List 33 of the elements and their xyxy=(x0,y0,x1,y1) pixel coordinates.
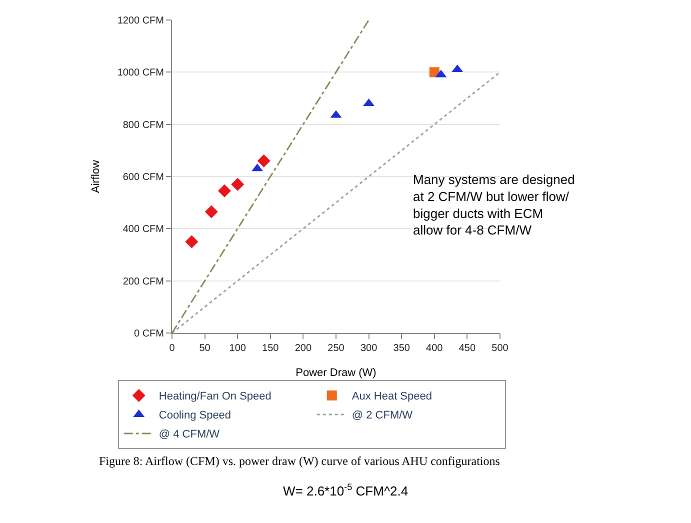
legend-label: Heating/Fan On Speed xyxy=(158,390,272,403)
x-tick-label: 500 xyxy=(492,343,509,354)
annotation: Many systems are designed at 2 CFM/W but lower flow/ bigger ducts with ECM allow for 4-8 CFM/W xyxy=(413,172,575,238)
point xyxy=(231,178,244,191)
point xyxy=(185,235,198,248)
y-tick-label: 800 CFM xyxy=(122,120,164,131)
y-tick-label: 200 CFM xyxy=(122,276,164,288)
x-tick-label: 0 xyxy=(169,343,176,354)
legend-label: @ 4 CFM/W xyxy=(158,428,220,441)
point xyxy=(257,154,270,168)
y-tick-label: 1000 CFM xyxy=(117,68,164,79)
y-axis-title: Airflow xyxy=(90,160,102,194)
y-tick-label: 400 CFM xyxy=(122,224,164,236)
legend-label: @ 2 CFM/W xyxy=(352,410,414,422)
text: W= 2.6*10$^{-5}$ CFM^2.4 xyxy=(283,482,408,498)
point xyxy=(204,205,218,218)
x-tick-label: 200 xyxy=(294,343,312,354)
x-tick-label: 50 xyxy=(199,343,211,354)
point xyxy=(218,184,231,198)
y-tick-label: 1200 CFM xyxy=(117,16,164,26)
caption: Figure 8: Airflow (CFM) vs. power draw (W) curve of various AHU configurations xyxy=(99,454,500,468)
legend-label: Aux Heat Speed xyxy=(352,390,432,403)
y-tick-label: 0 CFM xyxy=(134,328,164,340)
y-tick-label: 600 CFM xyxy=(122,172,164,183)
legend-label: Cooling Speed xyxy=(158,410,232,422)
x-tick-label: 400 xyxy=(426,343,444,354)
x-tick-label: 150 xyxy=(262,343,280,354)
x-tick-label: 350 xyxy=(393,343,410,354)
x-tick-label: 300 xyxy=(360,343,378,354)
x-axis-title: Power Draw (W) xyxy=(296,367,376,380)
x-tick-label: 100 xyxy=(229,343,246,354)
x-tick-label: 250 xyxy=(328,343,345,354)
x-tick-label: 450 xyxy=(458,343,476,354)
